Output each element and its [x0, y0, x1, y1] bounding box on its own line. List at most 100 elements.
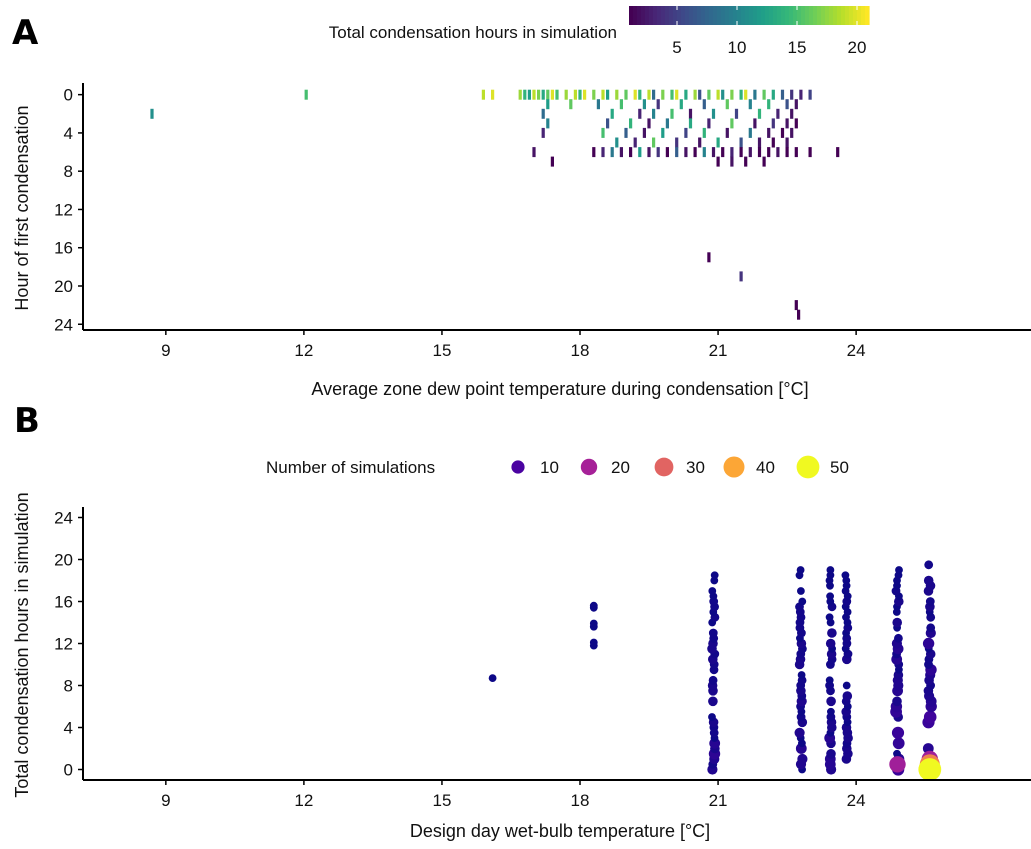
heatmap-cell — [702, 127, 706, 138]
colorbar-segment — [641, 6, 646, 25]
y-tick-label: 4 — [64, 719, 73, 738]
y-tick-label: 4 — [64, 124, 73, 143]
heatmap-cell — [532, 89, 536, 100]
panel-b-plot: 9 12 15 18 21 24 0 4 8 12 16 20 24 — [54, 507, 1031, 810]
y-tick-label: 12 — [54, 200, 73, 219]
scatter-point — [924, 560, 934, 570]
scatter-point — [825, 676, 834, 685]
x-tick-label: 15 — [432, 341, 451, 360]
heatmap-cell — [797, 309, 801, 320]
heatmap-cell — [753, 118, 757, 129]
scatter-point — [488, 674, 497, 682]
colorbar-segment — [817, 6, 822, 25]
heatmap-cell — [481, 89, 485, 100]
scatter-point — [892, 737, 905, 750]
heatmap-cell — [739, 137, 743, 148]
colorbar-segment — [849, 6, 854, 25]
heatmap-cell — [771, 137, 775, 148]
panel-a-colorbar-title: Total condensation hours in simulation — [329, 23, 617, 42]
y-tick-label: 12 — [54, 635, 73, 654]
colorbar-segment — [841, 6, 846, 25]
heatmap-cell — [665, 147, 669, 158]
colorbar-tick-label: 15 — [788, 38, 807, 57]
heatmap-cell — [790, 108, 794, 119]
y-tick-label: 16 — [54, 593, 73, 612]
heatmap-cell — [592, 89, 596, 100]
x-tick-label: 12 — [294, 341, 313, 360]
x-tick-label: 24 — [847, 791, 866, 810]
colorbar-segment — [757, 6, 762, 25]
heatmap-cell — [541, 108, 545, 119]
panel-b-size-legend: 10 20 30 40 50 — [511, 455, 849, 479]
colorbar-segment — [645, 6, 650, 25]
heatmap-cell — [532, 147, 536, 158]
heatmap-cell — [808, 89, 812, 100]
y-tick-label: 0 — [64, 761, 73, 780]
colorbar-segment — [777, 6, 782, 25]
scatter-point — [895, 566, 903, 574]
heatmap-cell — [748, 127, 752, 138]
scatter-point — [889, 756, 906, 773]
heatmap-cell — [578, 89, 582, 100]
heatmap-cell — [748, 99, 752, 110]
colorbar-segment — [653, 6, 658, 25]
heatmap-cell — [757, 137, 762, 148]
heatmap-cell — [693, 89, 697, 100]
heatmap-cell — [739, 147, 743, 158]
colorbar-segment — [821, 6, 826, 25]
heatmap-cell — [629, 118, 633, 129]
colorbar-segment — [853, 6, 858, 25]
heatmap-cell — [794, 300, 798, 311]
heatmap-cell — [615, 89, 619, 100]
colorbar-segment — [733, 6, 738, 25]
scatter-point — [826, 696, 836, 707]
colorbar-segment — [785, 6, 790, 25]
colorbar-segment — [761, 6, 766, 25]
heatmap-cell — [688, 108, 693, 119]
heatmap-cell — [753, 89, 757, 100]
heatmap-cell — [537, 89, 541, 100]
heatmap-cell — [675, 137, 679, 148]
heatmap-cell — [744, 89, 748, 100]
colorbar-segment — [749, 6, 754, 25]
heatmap-cell — [619, 99, 623, 110]
heatmap-cell — [799, 89, 803, 100]
heatmap-cell — [785, 99, 789, 110]
heatmap-cell — [711, 108, 716, 119]
colorbar-segment — [705, 6, 710, 25]
heatmap-cell — [675, 147, 679, 158]
x-tick-label: 12 — [294, 791, 313, 810]
scatter-point — [589, 601, 598, 610]
heatmap-cell — [702, 147, 706, 158]
scatter-point — [708, 675, 718, 685]
heatmap-cell — [606, 118, 610, 129]
size-legend-marker — [796, 455, 820, 479]
heatmap-cell — [615, 137, 619, 148]
heatmap-cell — [624, 89, 628, 100]
x-tick-label: 18 — [571, 341, 590, 360]
colorbar-segment — [797, 6, 802, 25]
scatter-point — [708, 696, 718, 707]
colorbar-segment — [681, 6, 686, 25]
scatter-point — [827, 628, 837, 638]
heatmap-cell — [647, 89, 651, 100]
scatter-point — [797, 587, 805, 595]
heatmap-cell — [633, 137, 637, 148]
colorbar-segment — [789, 6, 794, 25]
heatmap-cell — [638, 147, 642, 158]
panel-a-colorbar: 5 10 15 20 — [629, 6, 870, 57]
heatmap-cell — [767, 127, 771, 138]
colorbar-segment — [637, 6, 642, 25]
heatmap-cell — [541, 89, 545, 100]
panel-b-y-axis-title: Total condensation hours in simulation — [12, 492, 32, 797]
heatmap-cell — [555, 89, 559, 100]
heatmap-cell — [523, 89, 527, 100]
heatmap-cell — [647, 118, 651, 129]
panel-a-y-axis-title: Hour of first condensation — [12, 105, 32, 310]
heatmap-cell — [739, 271, 743, 282]
heatmap-cell — [721, 147, 725, 158]
heatmap-cell — [679, 99, 683, 110]
heatmap-cell — [808, 147, 812, 158]
colorbar-segment — [745, 6, 750, 25]
